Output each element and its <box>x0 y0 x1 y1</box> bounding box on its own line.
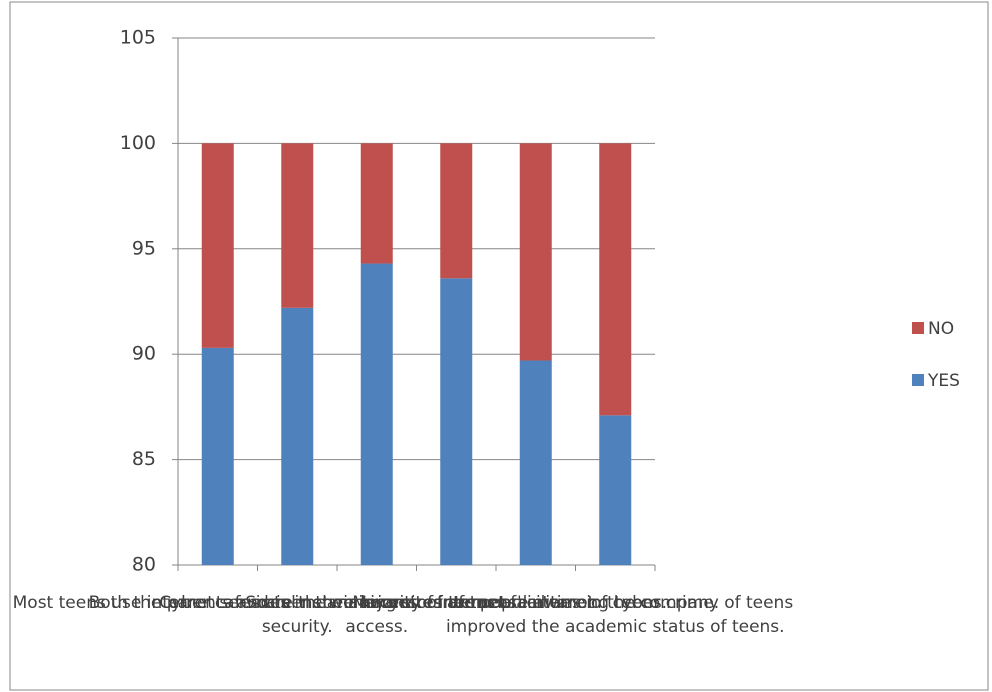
bar-segment <box>440 278 473 565</box>
x-tick-label: Both the parents and teens are aware of … <box>88 593 506 637</box>
bar-segment <box>360 143 393 264</box>
x-tick-label: Majority of teens are aware of cyber cri… <box>352 593 720 613</box>
chart-frame <box>9 1 989 691</box>
x-tick-label: Most teens use internet services in thei… <box>12 593 423 613</box>
y-tick-label: 80 <box>132 554 156 576</box>
bar-segment <box>519 360 552 565</box>
bar-segment <box>440 143 473 279</box>
legend-swatch <box>912 374 924 386</box>
y-tick-label: 90 <box>132 343 156 365</box>
x-tick-label: Cyber cafes are the main centres of teen… <box>159 593 595 637</box>
x-tick-label: Internet facilities in the company of te… <box>437 593 794 637</box>
x-tick-label: Social networking sites are popular amon… <box>245 593 668 613</box>
y-tick-label: 85 <box>132 448 156 470</box>
legend-label: NO <box>928 319 954 339</box>
bar-segment <box>281 143 314 308</box>
bar-segment <box>360 263 393 565</box>
bar-segment <box>599 415 632 565</box>
bar-segment <box>281 307 314 565</box>
y-tick-label: 100 <box>120 132 156 154</box>
y-tick-label: 95 <box>132 237 156 259</box>
bar-segment <box>519 143 552 361</box>
legend-swatch <box>912 322 924 334</box>
bar-segment <box>201 143 234 348</box>
bar-segment <box>201 347 234 565</box>
bar-segment <box>599 143 632 416</box>
legend-label: YES <box>927 371 960 391</box>
y-tick-label: 105 <box>120 27 156 49</box>
